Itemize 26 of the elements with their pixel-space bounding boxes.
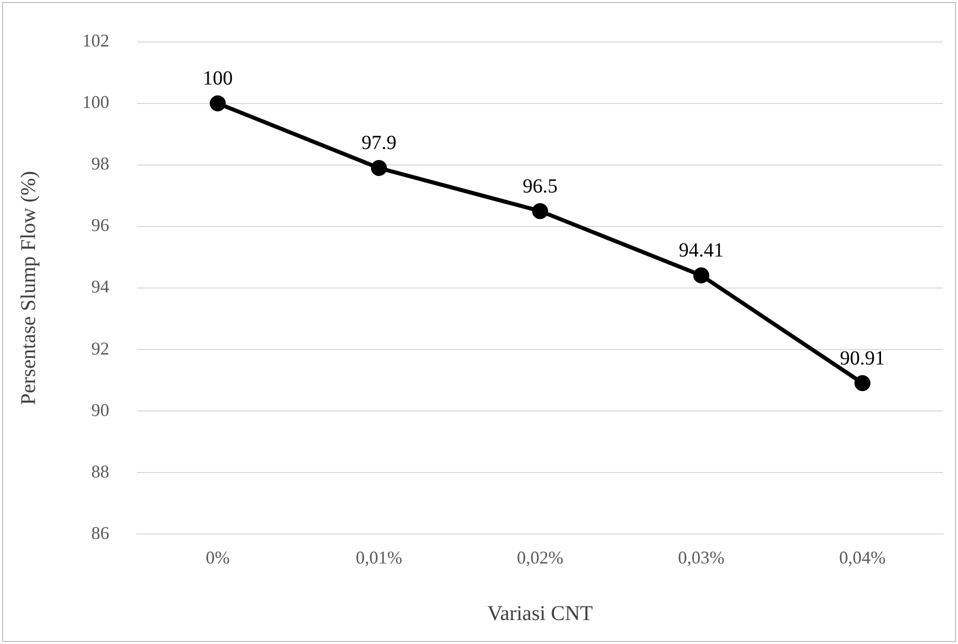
y-axis-title: Persentase Slump Flow (%) <box>16 171 40 405</box>
y-tick-label: 96 <box>91 215 110 236</box>
x-axis-title: Variasi CNT <box>487 600 594 625</box>
data-label: 100 <box>202 68 233 90</box>
y-tick-label: 100 <box>82 92 110 112</box>
y-tick-label: 98 <box>91 154 110 174</box>
point <box>693 267 710 284</box>
y-tick-label: 102 <box>82 30 110 51</box>
point <box>370 160 387 176</box>
x-tick-label: 0,04% <box>839 548 886 568</box>
data-label: 90.91 <box>840 347 885 370</box>
y-tick-label: 92 <box>91 338 110 358</box>
data-label: 94.41 <box>678 240 724 262</box>
data-label: 96.5 <box>522 175 558 198</box>
x-tick-label: 0% <box>206 548 230 568</box>
point <box>210 95 226 112</box>
point <box>854 375 870 392</box>
x-tick-label: 0,03% <box>678 548 725 568</box>
x-tick-label: 0,02% <box>516 548 564 568</box>
y-tick-label: 90 <box>91 400 110 420</box>
y-tick-label: 94 <box>91 276 110 297</box>
x-tick-label: 0,01% <box>356 548 402 568</box>
data-label: 97.9 <box>361 132 396 154</box>
y-tick-label: 88 <box>91 461 110 482</box>
y-tick-label: 86 <box>91 522 110 543</box>
point <box>532 203 548 220</box>
